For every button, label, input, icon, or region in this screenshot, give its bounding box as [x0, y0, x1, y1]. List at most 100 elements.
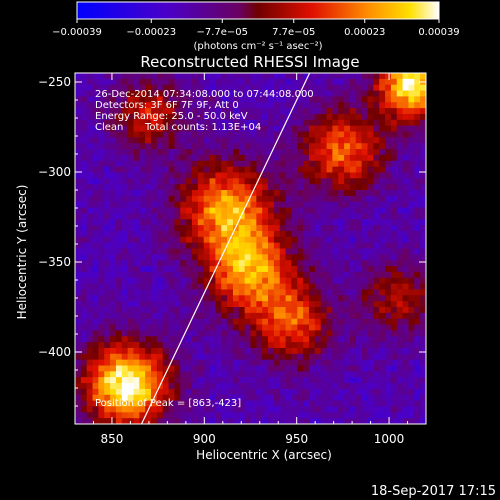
heatmap-cell — [314, 73, 322, 80]
heatmap-cell — [379, 73, 386, 80]
heatmap-cell — [285, 172, 292, 179]
heatmap-cell — [344, 149, 351, 156]
heatmap-cell — [367, 260, 374, 267]
heatmap-cell — [180, 365, 187, 372]
heatmap-cell — [244, 383, 251, 390]
heatmap-cell — [98, 213, 105, 220]
heatmap-cell — [145, 248, 152, 255]
heatmap-cell — [285, 388, 292, 396]
heatmap-cell — [221, 371, 228, 378]
heatmap-cell — [414, 406, 421, 413]
heatmap-cell — [92, 78, 99, 86]
heatmap-cell — [92, 102, 99, 109]
heatmap-cell — [151, 90, 158, 97]
heatmap-cell — [98, 236, 105, 244]
heatmap-cell — [127, 242, 134, 249]
heatmap-cell — [104, 318, 111, 325]
heatmap-cell — [115, 266, 123, 273]
heatmap-cell — [279, 383, 286, 390]
heatmap-cell — [215, 160, 222, 167]
heatmap-cell — [291, 166, 298, 173]
heatmap-cell — [110, 347, 117, 355]
heatmap-cell — [332, 271, 339, 279]
heatmap-cell — [238, 283, 246, 290]
heatmap-cell — [256, 149, 263, 156]
heatmap-cell — [180, 78, 187, 86]
heatmap-cell — [86, 143, 93, 150]
heatmap-cell — [174, 149, 181, 156]
heatmap-cell — [75, 301, 82, 308]
heatmap-cell — [86, 248, 93, 255]
heatmap-cell — [338, 266, 345, 273]
heatmap-cell — [151, 365, 158, 372]
heatmap-cell — [420, 400, 427, 407]
heatmap-cell — [279, 102, 286, 109]
heatmap-cell — [209, 84, 216, 91]
heatmap-cell — [408, 73, 415, 80]
heatmap-cell — [238, 371, 246, 378]
heatmap-cell — [332, 160, 339, 167]
heatmap-cell — [320, 342, 327, 349]
heatmap-cell — [385, 160, 392, 167]
heatmap-cell — [279, 359, 286, 366]
heatmap-cell — [80, 312, 88, 320]
heatmap-cell — [92, 277, 99, 284]
heatmap-cell — [268, 137, 275, 144]
heatmap-cell — [186, 400, 193, 407]
heatmap-cell — [390, 295, 398, 302]
heatmap-cell — [297, 73, 304, 80]
heatmap-cell — [361, 131, 368, 138]
heatmap-cell — [349, 213, 357, 220]
heatmap-cell — [221, 178, 228, 185]
heatmap-cell — [221, 412, 228, 419]
heatmap-cell — [98, 324, 105, 331]
heatmap-cell — [262, 160, 269, 167]
heatmap-cell — [273, 307, 281, 314]
heatmap-cell — [92, 307, 99, 314]
heatmap-cell — [168, 400, 175, 407]
heatmap-cell — [192, 312, 199, 320]
heatmap-cell — [221, 73, 228, 80]
heatmap-cell — [151, 108, 158, 115]
heatmap-cell — [151, 301, 158, 308]
heatmap-cell — [238, 301, 246, 308]
heatmap-cell — [250, 137, 257, 144]
heatmap-cell — [80, 230, 88, 238]
heatmap-cell — [244, 324, 251, 331]
heatmap-cell — [221, 236, 228, 244]
heatmap-cell — [156, 248, 164, 255]
heatmap-cell — [373, 307, 380, 314]
heatmap-cell — [355, 78, 363, 86]
heatmap-cell — [256, 137, 263, 144]
heatmap-cell — [408, 137, 415, 144]
heatmap-cell — [86, 347, 93, 355]
heatmap-cell — [273, 377, 281, 384]
heatmap-cell — [320, 143, 327, 150]
heatmap-cell — [361, 96, 368, 103]
heatmap-cell — [355, 184, 363, 191]
heatmap-cell — [344, 73, 351, 80]
heatmap-cell — [250, 225, 257, 232]
heatmap-cell — [115, 248, 123, 255]
heatmap-cell — [344, 283, 351, 290]
heatmap-cell — [349, 166, 357, 173]
heatmap-cell — [156, 73, 164, 80]
heatmap-cell — [256, 178, 263, 185]
heatmap-cell — [314, 154, 322, 162]
heatmap-cell — [291, 394, 298, 401]
heatmap-cell — [385, 383, 392, 390]
heatmap-cell — [285, 131, 292, 138]
heatmap-cell — [139, 73, 146, 80]
heatmap-cell — [256, 400, 263, 407]
heatmap-cell — [92, 119, 99, 127]
heatmap-cell — [215, 242, 222, 249]
heatmap-cell — [338, 78, 345, 86]
heatmap-cell — [203, 260, 210, 267]
heatmap-cell — [373, 283, 380, 290]
heatmap-cell — [104, 213, 111, 220]
heatmap-cell — [250, 254, 257, 261]
heatmap-cell — [209, 125, 216, 132]
heatmap-cell — [349, 96, 357, 103]
heatmap-cell — [104, 383, 111, 390]
heatmap-cell — [373, 154, 380, 162]
